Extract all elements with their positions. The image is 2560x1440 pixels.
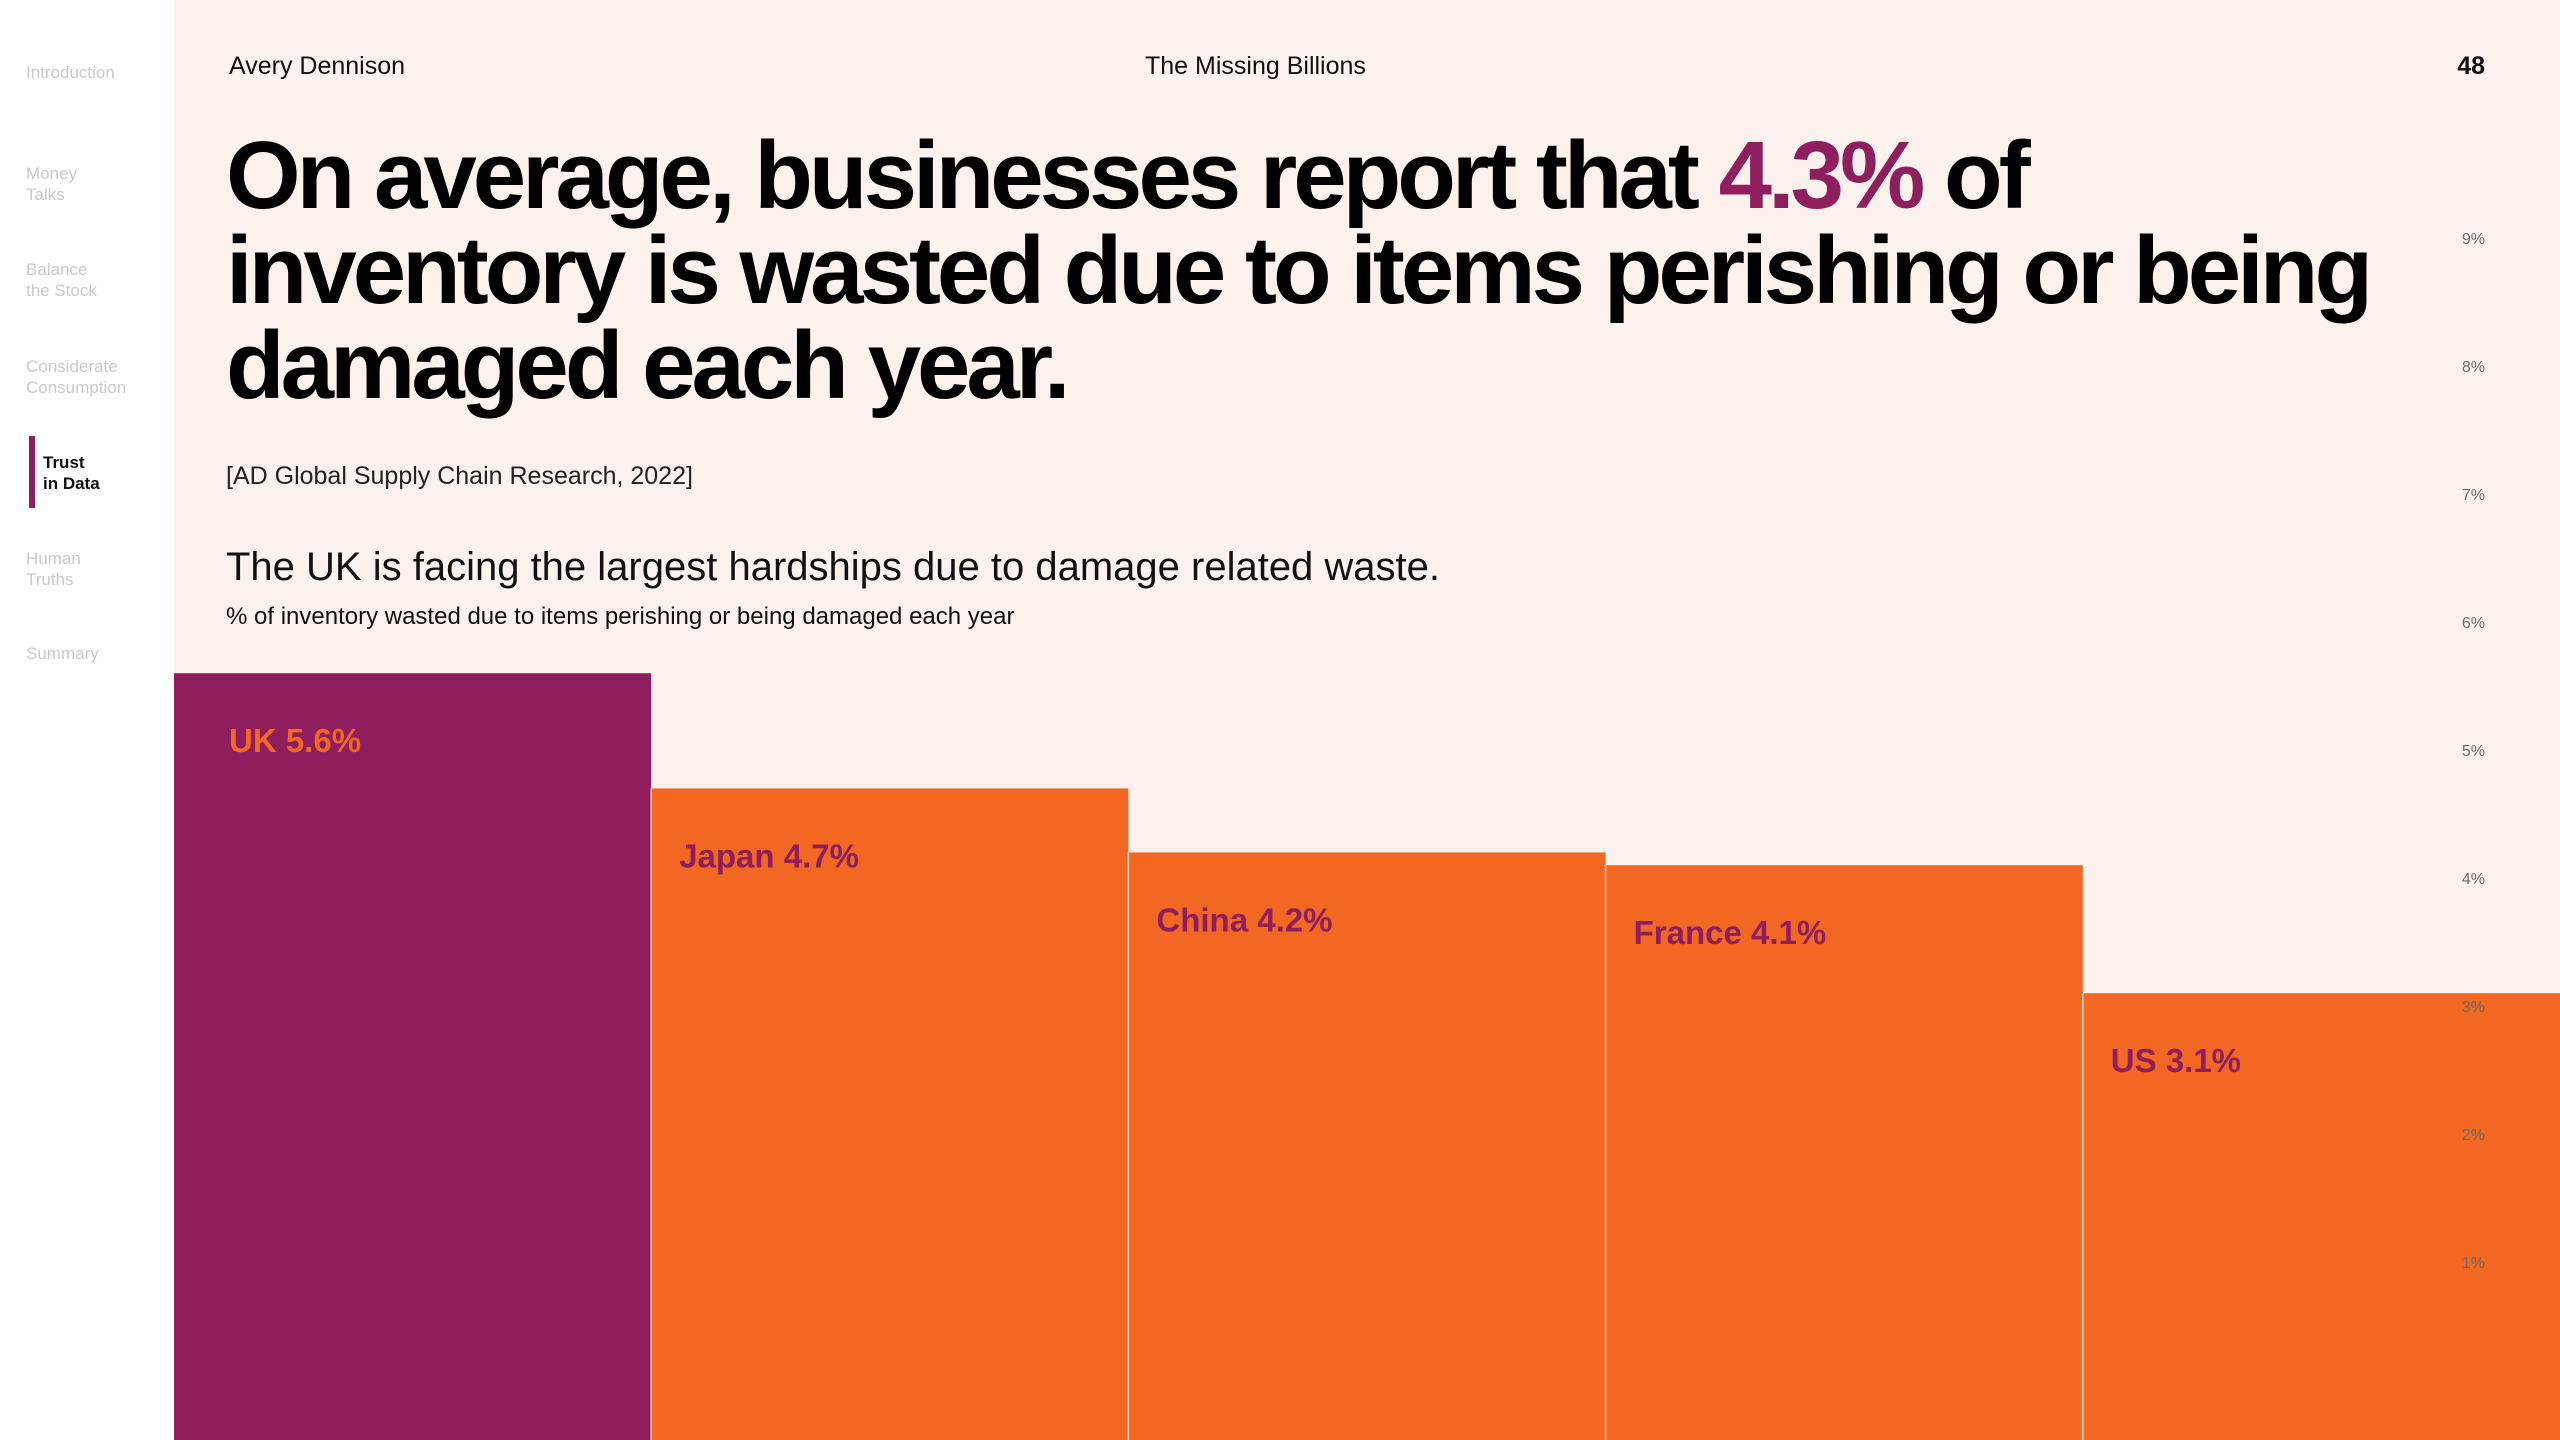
active-indicator: [29, 436, 35, 508]
nav-money-talks[interactable]: Money Talks: [26, 164, 78, 204]
nav-trust-in-data[interactable]: Trust in Data: [43, 453, 100, 493]
nav-human-truths[interactable]: Human Truths: [26, 549, 81, 589]
y-tick-label: 7%: [2462, 487, 2485, 504]
data-label: China 4.2%: [1156, 901, 1332, 938]
data-label: US 3.1%: [2111, 1042, 2241, 1079]
headline-highlight: 4.3%: [1718, 122, 1926, 229]
bar-france: [1605, 865, 2083, 1440]
page-number: 48: [2457, 52, 2485, 80]
y-tick-label: 2%: [2462, 1127, 2485, 1144]
nav-summary[interactable]: Summary: [26, 644, 99, 663]
y-tick-label: 9%: [2462, 231, 2485, 248]
bar-us: [2082, 993, 2560, 1440]
data-label: Japan 4.7%: [679, 837, 859, 874]
y-tick-label: 8%: [2462, 359, 2485, 376]
headline-text: On average, businesses report that: [226, 122, 1719, 229]
y-tick-label: 4%: [2462, 871, 2485, 888]
nav-considerate-consumption[interactable]: Considerate Consumption: [26, 357, 127, 397]
bar-japan: [651, 788, 1129, 1440]
citation: [AD Global Supply Chain Research, 2022]: [226, 462, 693, 490]
headline-text-end: of inventory is wasted due to items peri…: [226, 122, 2373, 419]
headline: On average, businesses report that 4.3% …: [226, 128, 2386, 414]
data-label: UK 5.6%: [229, 722, 361, 759]
nav-introduction[interactable]: Introduction: [26, 63, 115, 82]
nav-balance-the-stock[interactable]: Balance the Stock: [26, 260, 97, 300]
sidebar-nav: Introduction Money Talks Balance the Sto…: [0, 0, 174, 1440]
y-tick-label: 5%: [2462, 743, 2485, 760]
bar-uk: [174, 673, 652, 1440]
brand-name: Avery Dennison: [229, 52, 406, 80]
y-tick-label: 1%: [2462, 1255, 2485, 1272]
data-label: France 4.1%: [1634, 914, 1827, 951]
bar-china: [1128, 852, 1606, 1440]
chart-caption: % of inventory wasted due to items peris…: [226, 603, 1015, 630]
y-tick-label: 3%: [2462, 999, 2485, 1016]
report-title: The Missing Billions: [1145, 52, 1366, 80]
y-tick-label: 6%: [2462, 615, 2485, 632]
chart-subtitle: The UK is facing the largest hardships d…: [226, 545, 1441, 589]
